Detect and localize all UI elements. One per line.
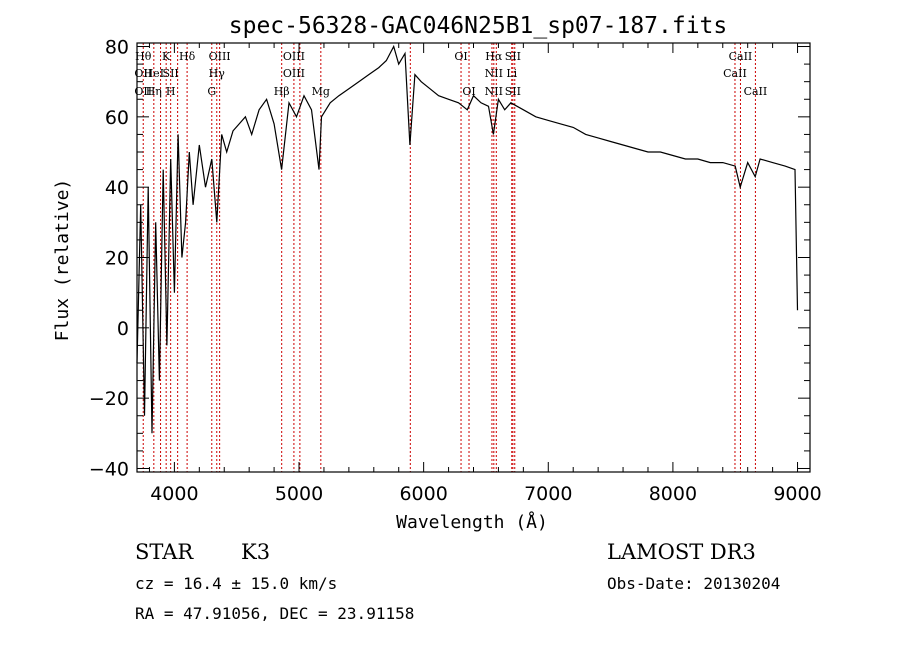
line-marker-label: OII — [134, 67, 152, 80]
line-marker-label: K — [162, 50, 171, 63]
line-marker-label: Hθ — [135, 50, 152, 63]
line-marker-label: Li — [506, 67, 517, 80]
line-marker-label: OIII — [283, 67, 305, 80]
line-marker-label: Hγ — [209, 67, 226, 80]
line-marker-label: NII — [485, 85, 503, 98]
x-tick-label: 4000 — [150, 483, 198, 505]
line-marker-label: HeI — [144, 67, 164, 80]
survey-name: LAMOST DR3 — [607, 540, 756, 564]
y-axis-ticks: −40 −20 0 20 40 60 80 — [89, 37, 810, 480]
y-tick-label: 80 — [105, 37, 129, 59]
x-tick-label: 9000 — [773, 483, 821, 505]
line-marker-label: SII — [163, 67, 179, 80]
line-marker-label: OIII — [209, 50, 231, 63]
line-marker-label: SII — [505, 50, 521, 63]
line-marker-label: NII — [485, 67, 503, 80]
observation-date: Obs-Date: 20130204 — [607, 574, 780, 593]
redshift-cz: cz = 16.4 ± 15.0 km/s — [135, 574, 337, 593]
line-marker-label: OI — [462, 85, 475, 98]
line-marker-label: CaII — [729, 50, 753, 63]
x-axis-ticks: 4000 5000 6000 7000 8000 9000 — [148, 43, 822, 505]
x-tick-label: 5000 — [275, 483, 323, 505]
x-tick-label: 8000 — [649, 483, 697, 505]
series-group — [136, 44, 799, 434]
y-tick-label: −20 — [89, 388, 129, 410]
line-marker-label: OI — [454, 50, 467, 63]
object-class: STAR — [135, 540, 194, 564]
flux-series-line — [136, 44, 799, 434]
line-marker-label: Hδ — [179, 50, 196, 63]
line-marker-label: SII — [505, 85, 521, 98]
y-tick-label: 40 — [105, 177, 129, 199]
line-marker-label: Hη — [146, 85, 162, 98]
x-tick-label: 7000 — [524, 483, 572, 505]
x-tick-label: 6000 — [399, 483, 447, 505]
plot-frame — [136, 42, 811, 473]
line-marker-label: CaII — [744, 85, 768, 98]
emission-line-labels: HθOIIOIIHeIHηKSIIHHδGHγOIIIHβOIIIOIIIMgO… — [134, 50, 767, 98]
y-tick-label: 20 — [105, 248, 129, 270]
y-tick-label: −40 — [89, 458, 129, 480]
y-tick-label: 60 — [105, 107, 129, 129]
line-marker-label: Hα — [485, 50, 503, 63]
emission-line-markers — [142, 43, 756, 472]
object-subclass: K3 — [241, 540, 270, 564]
line-marker-label: H — [166, 85, 176, 98]
ra-dec-coords: RA = 47.91056, DEC = 23.91158 — [135, 604, 414, 623]
line-marker-label: Hβ — [274, 85, 290, 98]
chart-title: spec-56328-GAC046N25B1_sp07-187.fits — [229, 13, 728, 39]
y-axis-label: Flux (relative) — [52, 179, 73, 342]
line-marker-label: OII — [134, 85, 152, 98]
line-marker-label: CaII — [723, 67, 747, 80]
y-tick-label: 0 — [117, 318, 129, 340]
line-marker-label: Mg — [312, 85, 330, 98]
line-marker-label: OIII — [283, 50, 305, 63]
x-axis-label: Wavelength (Å) — [396, 511, 548, 533]
line-marker-label: G — [207, 85, 216, 98]
